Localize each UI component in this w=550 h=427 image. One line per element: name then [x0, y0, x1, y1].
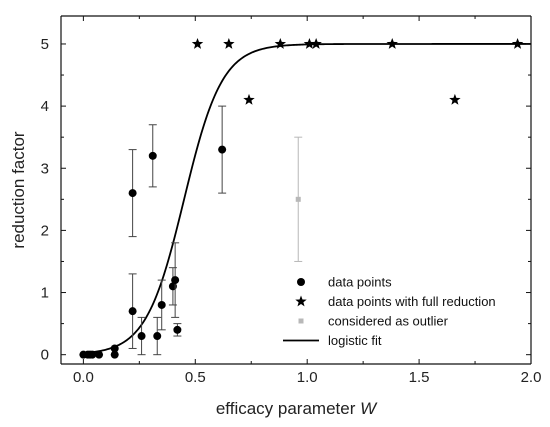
- axes: 0.0 0.5 1.0 1.5 2.0 0 1 2 3 4 5 efficacy parameter …: [9, 15, 542, 418]
- data-point: [218, 145, 227, 154]
- x-tick-label: 0.5: [185, 369, 206, 386]
- legend-label: data points with full reduction: [328, 294, 496, 309]
- data-point: [128, 307, 137, 316]
- full-reduction-point: [274, 37, 287, 49]
- legend-label: data points: [328, 275, 392, 290]
- data-point: [110, 344, 119, 353]
- full-reduction-point: [511, 37, 524, 49]
- full-reduction-point: [310, 37, 322, 49]
- outlier-point: [295, 196, 301, 202]
- y-tick-label: 3: [41, 160, 49, 177]
- y-tick-label: 1: [41, 285, 49, 302]
- x-tick-label: 2.0: [521, 369, 542, 386]
- full-reduction-point: [191, 37, 204, 49]
- x-tick-label: 0.0: [73, 369, 94, 386]
- x-tick-label: 1.0: [297, 369, 318, 386]
- legend-marker-data-points: [297, 278, 305, 286]
- full-reduction-point: [303, 37, 316, 49]
- legend-label: considered as outlier: [328, 314, 449, 329]
- data-point: [153, 332, 162, 341]
- x-tick-label: 1.5: [409, 369, 430, 386]
- plot-area: [79, 37, 531, 359]
- legend-label: logistic fit: [328, 333, 382, 348]
- full-reduction-point: [386, 37, 398, 49]
- y-tick-label: 5: [41, 36, 49, 53]
- data-point: [128, 189, 137, 198]
- x-axis-label: efficacy parameter W: [216, 399, 378, 418]
- y-tick-label: 2: [41, 222, 49, 239]
- legend-marker-full-reduction: [295, 295, 307, 307]
- data-point: [148, 151, 157, 160]
- legend: data points data points with full reducti…: [283, 275, 496, 348]
- data-point: [173, 325, 182, 334]
- full-reduction-point: [243, 93, 255, 105]
- y-axis-label: reduction factor: [9, 131, 28, 249]
- full-reduction-point: [449, 93, 461, 105]
- data-point: [171, 276, 180, 285]
- data-point: [88, 350, 97, 359]
- data-point: [157, 300, 166, 309]
- data-point: [137, 332, 146, 341]
- y-tick-label: 4: [41, 98, 49, 115]
- data-point: [110, 350, 119, 359]
- y-tick-label: 0: [41, 347, 49, 364]
- legend-marker-outlier: [298, 318, 304, 324]
- full-reduction-point: [223, 37, 235, 49]
- data-point: [95, 350, 104, 359]
